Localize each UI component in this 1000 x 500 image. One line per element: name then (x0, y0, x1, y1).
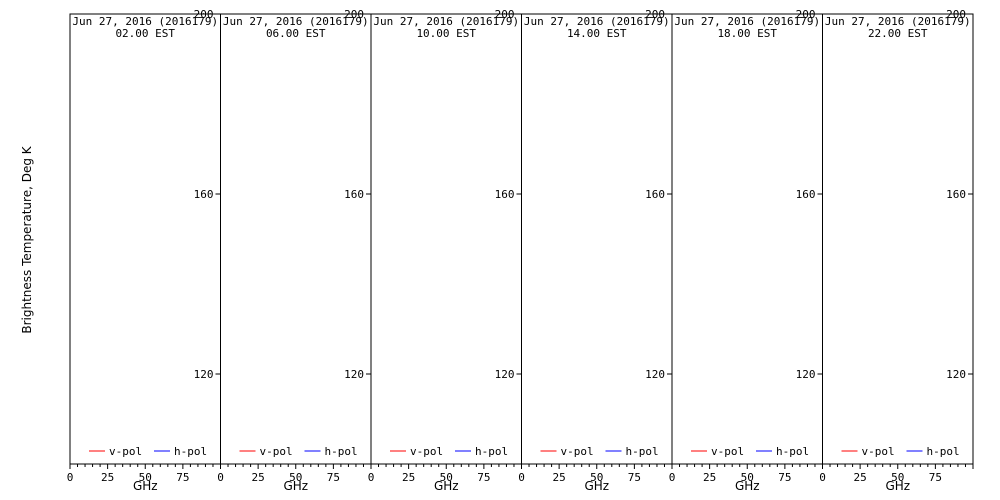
y-tick-label: 200 (796, 8, 816, 21)
x-axis-label: GHz (584, 479, 609, 493)
y-tick-label: 200 (194, 8, 214, 21)
panel-subtitle: 10.00 EST (416, 27, 476, 40)
x-axis-label: GHz (283, 479, 308, 493)
x-tick-label: 75 (929, 471, 942, 484)
x-tick-label: 75 (628, 471, 641, 484)
legend-label-h-pol: h-pol (626, 445, 659, 458)
x-axis-label: GHz (735, 479, 760, 493)
panel-frame (370, 13, 522, 465)
y-axis-label: Brightness Temperature, Deg K (20, 145, 34, 333)
y-tick-label: 160 (946, 188, 966, 201)
panel-title: Jun 27, 2016 (2016179) (825, 15, 971, 28)
x-tick-label: 25 (402, 471, 415, 484)
panel-title: Jun 27, 2016 (2016179) (223, 15, 369, 28)
y-tick-label: 160 (194, 188, 214, 201)
x-tick-label: 0 (217, 471, 224, 484)
legend-label-h-pol: h-pol (927, 445, 960, 458)
x-tick-label: 25 (252, 471, 265, 484)
x-tick-label: 25 (553, 471, 566, 484)
legend-label-v-pol: v-pol (711, 445, 744, 458)
x-tick-label: 75 (778, 471, 791, 484)
panels: Jun 27, 2016 (2016179)02.00 EST120160200… (67, 8, 974, 493)
panel-2: Jun 27, 2016 (2016179)06.00 EST 120 160 200… (217, 8, 372, 493)
x-tick-label: 50 (440, 471, 453, 484)
y-tick-label: 160 (796, 188, 816, 201)
legend-label-h-pol: h-pol (325, 445, 358, 458)
x-tick-label: 25 (101, 471, 114, 484)
panel-subtitle: 06.00 EST (266, 27, 326, 40)
y-tick-label: 120 (796, 368, 816, 381)
panel-frame (671, 13, 823, 465)
x-tick-label: 0 (518, 471, 525, 484)
panel-1: Jun 27, 2016 (2016179)02.00 EST 120 160 200… (67, 8, 221, 493)
x-tick-label: 0 (819, 471, 826, 484)
legend-label-h-pol: h-pol (174, 445, 207, 458)
panel-subtitle: 18.00 EST (717, 27, 777, 40)
y-tick-label: 120 (495, 368, 515, 381)
panel-subtitle: 02.00 EST (115, 27, 175, 40)
y-tick-label: 120 (194, 368, 214, 381)
y-tick-label: 120 (946, 368, 966, 381)
panel-frame (521, 13, 673, 465)
y-tick-label: 160 (495, 188, 515, 201)
y-tick-label: 160 (645, 188, 665, 201)
legend-label-v-pol: v-pol (109, 445, 142, 458)
y-tick-label: 200 (344, 8, 364, 21)
panel-6: Jun 27, 2016 (2016179)22.00 EST 120 160 200… (819, 8, 974, 493)
legend-label-v-pol: v-pol (862, 445, 895, 458)
panel-5: Jun 27, 2016 (2016179)18.00 EST 120 160 200… (669, 8, 823, 493)
x-tick-label: 25 (703, 471, 716, 484)
x-tick-label: 50 (139, 471, 152, 484)
y-tick-label: 200 (946, 8, 966, 21)
legend-label-v-pol: v-pol (561, 445, 594, 458)
x-axis-label: GHz (133, 479, 158, 493)
x-tick-label: 50 (741, 471, 754, 484)
panel-subtitle: 22.00 EST (868, 27, 928, 40)
legend-label-v-pol: v-pol (410, 445, 443, 458)
x-tick-label: 50 (289, 471, 302, 484)
y-tick-label: 120 (344, 368, 364, 381)
panel-title: Jun 27, 2016 (2016179) (524, 15, 670, 28)
panel-title: Jun 27, 2016 (2016179) (72, 15, 218, 28)
panel-frame (822, 13, 974, 465)
panel-frame (220, 13, 372, 465)
panel-title: Jun 27, 2016 (2016179) (373, 15, 519, 28)
x-tick-label: 50 (891, 471, 904, 484)
x-tick-label: 75 (327, 471, 340, 484)
x-tick-label: 0 (669, 471, 676, 484)
x-tick-label: 25 (854, 471, 867, 484)
panel-title: Jun 27, 2016 (2016179) (674, 15, 820, 28)
x-axis-label: GHz (885, 479, 910, 493)
x-tick-label: 0 (368, 471, 375, 484)
x-tick-label: 50 (590, 471, 603, 484)
legend-label-v-pol: v-pol (260, 445, 293, 458)
panel-subtitle: 14.00 EST (567, 27, 627, 40)
panel-frame (69, 13, 221, 465)
x-tick-label: 75 (477, 471, 490, 484)
panel-3: Jun 27, 2016 (2016179)10.00 EST 120 160 200… (368, 8, 522, 493)
y-tick-label: 200 (495, 8, 515, 21)
y-tick-label: 120 (645, 368, 665, 381)
x-tick-label: 0 (67, 471, 74, 484)
x-axis-label: GHz (434, 479, 459, 493)
y-tick-label: 160 (344, 188, 364, 201)
legend-label-h-pol: h-pol (776, 445, 809, 458)
x-tick-label: 75 (176, 471, 189, 484)
legend-label-h-pol: h-pol (475, 445, 508, 458)
y-tick-label: 200 (645, 8, 665, 21)
panel-4: Jun 27, 2016 (2016179)14.00 EST 120 160 200… (518, 8, 673, 493)
